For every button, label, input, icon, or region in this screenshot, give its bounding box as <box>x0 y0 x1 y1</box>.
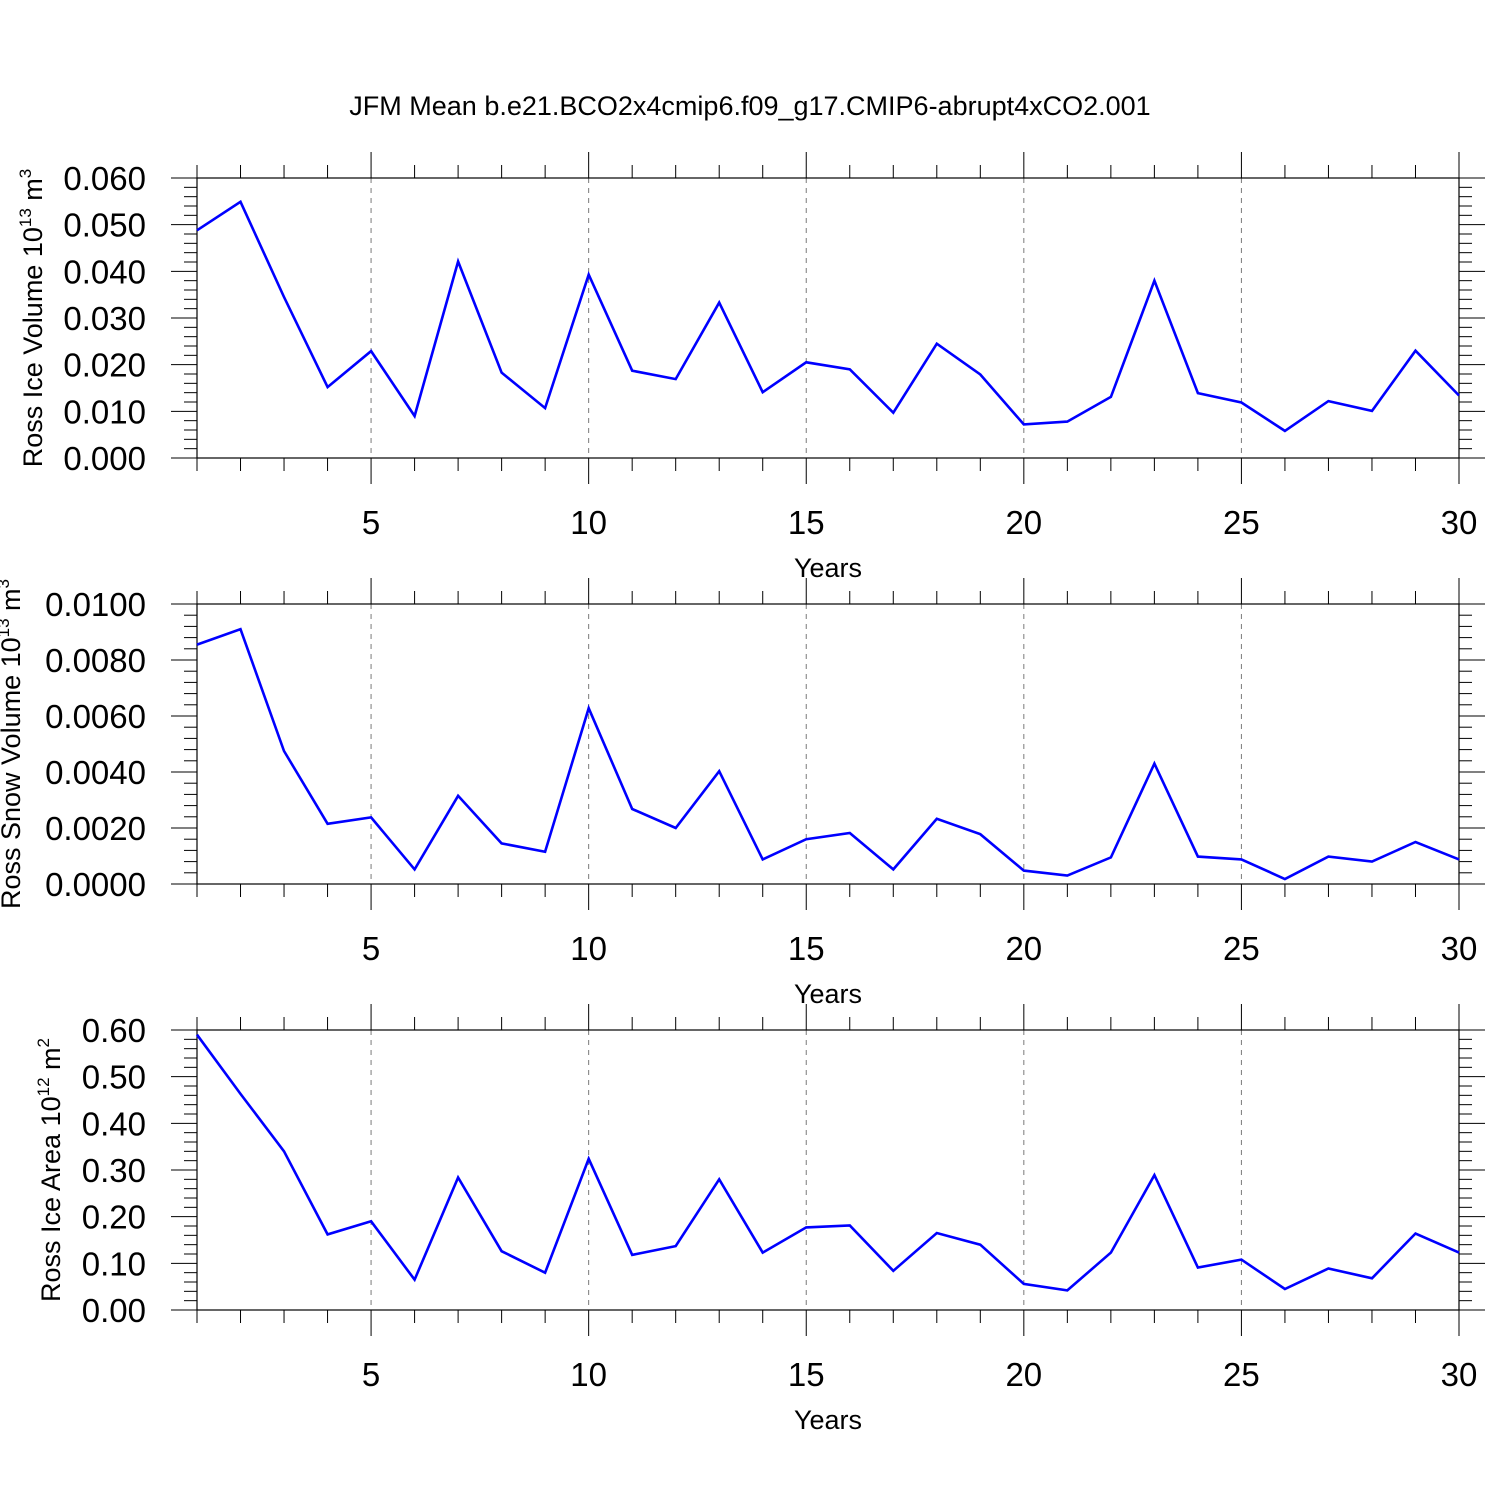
x-axis-label: Years <box>794 553 862 583</box>
y-tick-label: 0.0000 <box>45 866 146 903</box>
panel-ice-volume: 5 10 15 20 25 30 0.000 0.010 0.020 0.030 0.040 0.05… <box>16 152 1485 583</box>
x-tick-label: 30 <box>1441 930 1478 967</box>
y-tick-label: 0.050 <box>63 207 146 244</box>
y-tick-label: 0.20 <box>82 1199 146 1236</box>
y-tick-label: 0.030 <box>63 300 146 337</box>
plot-area: 5 10 15 20 25 30 0.00 0.10 0.20 0.30 0.40 0.50 0.60 <box>82 1004 1485 1393</box>
y-tick-label: 0.060 <box>63 160 146 197</box>
y-tick-label: 0.60 <box>82 1012 146 1049</box>
y-tick-label: 0.50 <box>82 1059 146 1096</box>
x-tick-label: 20 <box>1005 1356 1042 1393</box>
y-axis-label: Ross Ice Volume 1013 m3 <box>16 169 48 468</box>
chart-title: JFM Mean b.e21.BCO2x4cmip6.f09_g17.CMIP6… <box>349 91 1150 121</box>
plot-frame <box>196 177 1460 459</box>
y-tick-label: 0.40 <box>82 1105 146 1142</box>
y-tick-label: 0.30 <box>82 1152 146 1189</box>
y-tick-label: 0.00 <box>82 1292 146 1329</box>
x-tick-label: 15 <box>788 1356 825 1393</box>
y-axis-label: Ross Snow Volume 1013 m3 <box>0 579 26 909</box>
y-tick-label: 0.10 <box>82 1245 146 1282</box>
y-tick-label: 0.0080 <box>45 642 146 679</box>
x-tick-label: 25 <box>1223 930 1260 967</box>
x-tick-label: 20 <box>1005 930 1042 967</box>
x-tick-label: 20 <box>1005 504 1042 541</box>
plot-area: 5 10 15 20 25 30 0.000 0.010 0.020 0.030 0.040 0.05… <box>63 152 1485 541</box>
series-line <box>196 627 1460 881</box>
x-tick-label: 10 <box>570 930 607 967</box>
x-tick-label: 25 <box>1223 1356 1260 1393</box>
y-tick-label: 0.0020 <box>45 810 146 847</box>
x-tick-label: 25 <box>1223 504 1260 541</box>
x-tick-label: 5 <box>362 504 380 541</box>
plot-frame <box>196 603 1460 885</box>
x-tick-label: 10 <box>570 1356 607 1393</box>
y-tick-label: 0.000 <box>63 440 146 477</box>
x-tick-label: 15 <box>788 504 825 541</box>
x-tick-label: 30 <box>1441 1356 1478 1393</box>
y-tick-label: 0.010 <box>63 393 146 430</box>
plot-area: 5 10 15 20 25 30 0.0000 0.0020 0.0040 0.0060 0.008… <box>45 578 1485 967</box>
y-tick-label: 0.0060 <box>45 698 146 735</box>
y-axis-label: Ross Ice Area 1012 m2 <box>34 1038 66 1302</box>
x-axis-label: Years <box>794 979 862 1009</box>
y-tick-label: 0.020 <box>63 347 146 384</box>
y-tick-label: 0.0040 <box>45 754 146 791</box>
x-tick-label: 30 <box>1441 504 1478 541</box>
panel-ice-area: 5 10 15 20 25 300.000.100.200.300.400.500.60 … <box>34 1004 1485 1435</box>
plot-frame <box>196 1029 1460 1311</box>
x-tick-label: 5 <box>362 1356 380 1393</box>
panel-snow-volume: 5 10 15 20 25 30 0.0000 0.0020 0.0040 0.0060 0.008… <box>0 578 1485 1009</box>
x-tick-label: 10 <box>570 504 607 541</box>
series-line <box>196 199 1460 433</box>
x-axis-label: Years <box>794 1405 862 1435</box>
y-tick-label: 0.0100 <box>45 586 146 623</box>
x-tick-label: 15 <box>788 930 825 967</box>
series-line <box>195 1033 1460 1292</box>
x-tick-label: 5 <box>362 930 380 967</box>
y-tick-label: 0.040 <box>63 253 146 290</box>
